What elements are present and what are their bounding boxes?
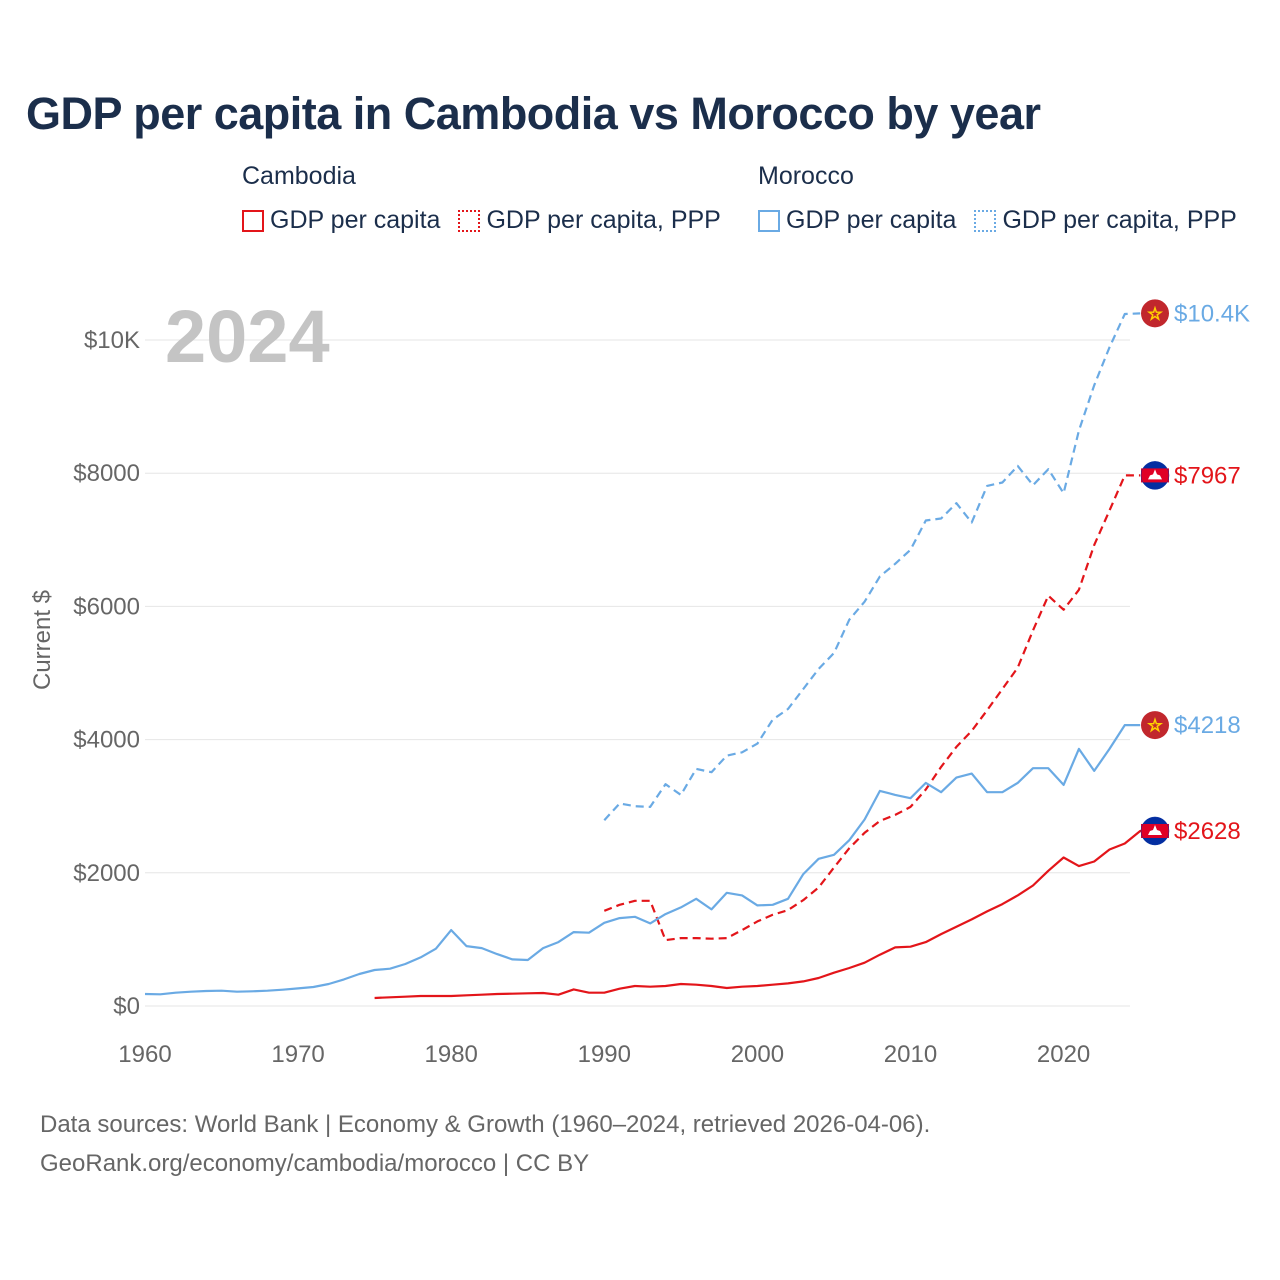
x-tick-label: 2020	[1037, 1041, 1090, 1068]
y-tick-label: $2000	[73, 860, 140, 887]
source-line-1: Data sources: World Bank | Economy & Gro…	[40, 1111, 931, 1138]
star-icon: ☆	[1147, 716, 1162, 735]
temple-icon	[1148, 824, 1162, 835]
legend-cambodia: Cambodia GDP per capita GDP per capita, …	[242, 162, 721, 235]
legend-item-label: GDP per capita	[786, 206, 957, 234]
y-tick-label: $6000	[73, 593, 140, 620]
x-tick-label: 2000	[731, 1041, 784, 1068]
source-line-2[interactable]: GeoRank.org/economy/cambodia/morocco | C…	[40, 1150, 590, 1177]
end-value-label: $4218	[1174, 712, 1241, 739]
legend-swatch-dotted	[974, 209, 997, 232]
legend-item-cambodia-ppp[interactable]: GDP per capita, PPP	[458, 206, 721, 235]
series-line-cambodia-ppp	[603, 474, 1141, 942]
y-axis-title: Current $	[29, 590, 56, 690]
year-label: 2024	[165, 295, 330, 378]
cambodia-flag-icon	[1140, 461, 1170, 490]
x-tick-label: 1980	[425, 1041, 478, 1068]
legend-swatch-dotted	[458, 209, 481, 232]
legend-item-label: GDP per capita, PPP	[1002, 206, 1237, 234]
series-line-morocco-ppp	[603, 312, 1141, 821]
legend-morocco: Morocco GDP per capita GDP per capita, P…	[758, 162, 1237, 235]
end-value-label: $2628	[1174, 818, 1241, 845]
flag-background	[1141, 299, 1169, 328]
series-line-morocco-gdp	[144, 723, 1141, 996]
y-tick-label: $4000	[73, 727, 140, 754]
temple-icon	[1148, 469, 1162, 480]
flag-outline	[1140, 461, 1170, 490]
legend-country-label: Cambodia	[242, 162, 356, 190]
flag-background	[1141, 711, 1169, 740]
y-tick-label: $0	[113, 993, 140, 1020]
x-tick-label: 2010	[884, 1041, 937, 1068]
legend-item-cambodia-gdp[interactable]: GDP per capita	[242, 206, 440, 235]
legend-item-morocco-gdp[interactable]: GDP per capita	[758, 206, 956, 235]
morocco-flag-icon: ☆	[1141, 711, 1169, 740]
legend-swatch-solid	[242, 209, 264, 232]
x-tick-label: 1970	[271, 1041, 324, 1068]
y-tick-label: $8000	[73, 460, 140, 487]
data-source: Data sources: World Bank | Economy & Gro…	[40, 1105, 930, 1183]
cambodia-flag-icon	[1140, 816, 1170, 846]
series-line-cambodia-gdp	[374, 829, 1156, 1000]
x-tick-label: 1960	[118, 1041, 171, 1068]
chart-title: GDP per capita in Cambodia vs Morocco by…	[26, 88, 1041, 139]
legend-country-label: Morocco	[758, 162, 854, 190]
end-value-label: $7967	[1174, 462, 1241, 489]
end-value-label: $10.4K	[1174, 300, 1250, 327]
legend-swatch-solid	[758, 209, 780, 232]
morocco-flag-icon: ☆	[1141, 299, 1169, 328]
x-tick-label: 1990	[578, 1041, 631, 1068]
legend-item-label: GDP per capita, PPP	[486, 206, 721, 234]
legend-item-label: GDP per capita	[270, 206, 441, 234]
flag-outline	[1140, 816, 1170, 846]
legend-item-morocco-ppp[interactable]: GDP per capita, PPP	[974, 206, 1237, 235]
star-icon: ☆	[1147, 304, 1162, 323]
y-tick-label: $10K	[84, 327, 140, 354]
